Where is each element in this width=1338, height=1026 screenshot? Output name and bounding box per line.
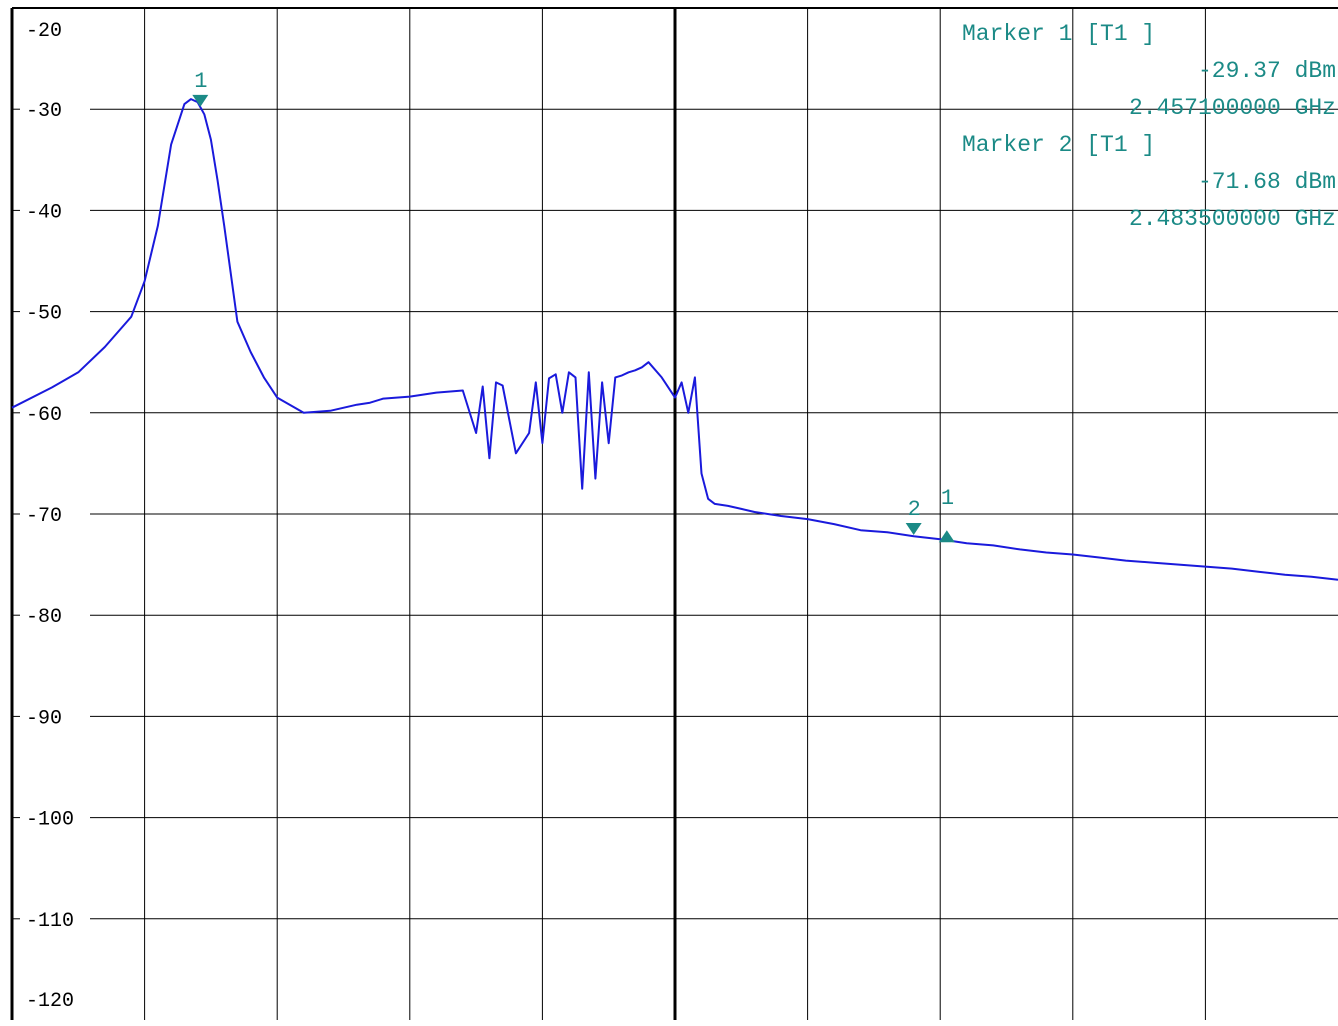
marker-readout-line: -71.68 dBm [1198,169,1336,195]
y-tick-label: -20 [26,20,62,43]
y-tick-label: -100 [26,809,74,832]
marker-layer: 12 1 [192,69,955,543]
marker-2: 2 [905,497,922,536]
spectrum-trace [11,98,1338,581]
marker-up-triangle [938,530,955,543]
marker-label: 1 [941,486,954,511]
marker-readout-line: 2.483500000 GHz [1129,206,1336,232]
marker-1: 1 [938,486,955,543]
grid-layer [10,7,1338,1020]
marker-down-triangle [905,523,922,536]
y-tick-label: -40 [26,201,62,224]
y-tick-labels: -20 -30 -40 -50 -60 -70 -80 -90 -100 -110 -120 [26,20,74,1013]
marker-readout-line: Marker 1 [T1 ] [962,21,1155,47]
marker-readout-line: -29.37 dBm [1198,58,1336,84]
y-tick-label: -120 [26,990,74,1013]
marker-1: 1 [192,69,209,107]
y-tick-label: -110 [26,910,74,933]
trace-layer [11,98,1338,581]
y-tick-label: -30 [26,100,62,123]
marker-label: 1 [194,69,207,94]
y-tick-label: -90 [26,707,62,730]
marker-readout-line: 2.457100000 GHz [1129,95,1336,121]
marker-down-triangle [192,94,209,107]
y-tick-label: -80 [26,606,62,629]
y-tick-label: -50 [26,303,62,326]
y-tick-label: -60 [26,404,62,427]
marker-readout: Marker 1 [T1 ] -29.37 dBm 2.457100000 GHz M… [962,21,1336,232]
marker-label: 2 [908,497,921,522]
marker-readout-line: Marker 2 [T1 ] [962,132,1155,158]
y-tick-label: -70 [26,505,62,528]
